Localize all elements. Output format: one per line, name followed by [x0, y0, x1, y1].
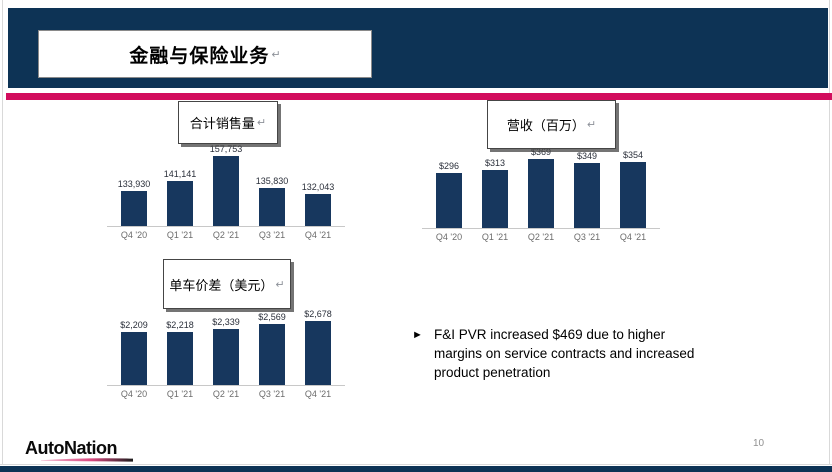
bar	[167, 332, 193, 385]
category-label: Q1 '21	[166, 230, 194, 240]
return-mark-icon: ↵	[586, 118, 597, 131]
bullet-triangle-icon: ►	[412, 329, 423, 341]
category-label: Q4 '20	[120, 230, 148, 240]
header-band: 金融与保险业务 ↵	[8, 8, 828, 88]
bar-value-label: $369	[530, 147, 552, 157]
category-label: Q3 '21	[258, 389, 286, 399]
autonation-logo: AutoNation	[25, 438, 145, 463]
bar	[574, 162, 600, 228]
bar-slot: $349	[564, 151, 610, 228]
category-label: Q4 '20	[435, 232, 463, 242]
bar-value-label: $2,678	[304, 309, 332, 319]
bar-slot: $2,569	[249, 312, 295, 385]
bar-slot: $313	[472, 157, 518, 228]
footer-hairline	[0, 464, 832, 465]
bar-slot: $296	[426, 161, 472, 228]
bar	[259, 188, 285, 226]
bar-value-label: 132,043	[301, 181, 335, 192]
category-label: Q4 '20	[120, 389, 148, 399]
return-mark-icon: ↵	[271, 47, 281, 61]
bar-value-label: $2,209	[120, 320, 148, 331]
bar-value-label: $349	[576, 150, 598, 161]
bar-slot: 132,043	[295, 182, 341, 226]
category-axis-pvr: Q4 '20 Q1 '21 Q2 '21 Q3 '21 Q4 '21	[107, 389, 345, 399]
bar	[482, 169, 508, 228]
category-label: Q1 '21	[481, 232, 509, 242]
bar-value-label: $296	[438, 160, 460, 171]
category-axis-revenue: Q4 '20 Q1 '21 Q2 '21 Q3 '21 Q4 '21	[422, 232, 660, 242]
chart-title-box-revenue: 营收（百万） ↵	[487, 100, 616, 149]
bar-value-label: $2,569	[258, 311, 286, 322]
header-title-box: 金融与保险业务 ↵	[38, 30, 372, 78]
chart-title-revenue: 营收（百万）	[506, 118, 585, 133]
chart-title-sales: 合计销售量	[189, 116, 255, 131]
chart-title-box-sales: 合计销售量 ↵	[178, 101, 278, 144]
category-label: Q3 '21	[258, 230, 286, 240]
page-title: 金融与保险业务	[129, 45, 270, 67]
bar	[121, 332, 147, 385]
bar	[436, 172, 462, 228]
bar-value-label: 141,141	[163, 168, 197, 179]
category-label: Q2 '21	[212, 389, 240, 399]
bar	[167, 180, 193, 226]
bar-value-label: 133,930	[117, 179, 151, 190]
bar	[528, 159, 554, 228]
bar-slot: $2,678	[295, 309, 341, 385]
category-label: Q1 '21	[166, 389, 194, 399]
logo-text: AutoNation	[25, 438, 117, 458]
bar	[305, 321, 331, 385]
return-mark-icon: ↵	[275, 277, 285, 291]
category-label: Q4 '21	[619, 232, 647, 242]
bar-group-revenue: $296 $313 $369 $349 $354	[422, 143, 660, 229]
bar-value-label: $2,339	[212, 317, 240, 328]
chart-title-pvr: 单车价差（美元）	[169, 277, 274, 293]
bar-slot: $354	[610, 150, 656, 228]
category-label: Q4 '21	[304, 230, 332, 240]
bar-slot: 135,830	[249, 176, 295, 226]
category-label: Q2 '21	[527, 232, 555, 242]
bar-slot: $369	[518, 147, 564, 228]
bar-value-label: 135,830	[255, 176, 289, 187]
bar-group-sales: 133,930 141,141 157,753 135,830 132,043	[107, 140, 345, 227]
category-label: Q4 '21	[304, 389, 332, 399]
accent-divider	[6, 93, 832, 100]
chart-pvr: $2,209 $2,218 $2,339 $2,569 $2,678 Q4 '20 Q1 …	[107, 305, 345, 399]
bar	[213, 156, 239, 226]
bar	[121, 191, 147, 226]
footer-band	[0, 466, 832, 472]
bar-value-label: $354	[622, 149, 644, 160]
bar-value-label: $313	[484, 157, 506, 168]
chart-title-box-pvr: 单车价差（美元） ↵	[163, 259, 291, 309]
category-label: Q3 '21	[573, 232, 601, 242]
chart-total-sales-volume: 133,930 141,141 157,753 135,830 132,043 Q4 '…	[107, 140, 345, 240]
page-border-right	[829, 0, 830, 465]
logo-swoosh-icon	[41, 458, 133, 462]
bar-group-pvr: $2,209 $2,218 $2,339 $2,569 $2,678	[107, 305, 345, 386]
bar-slot: 133,930	[111, 179, 157, 226]
bar-slot: $2,209	[111, 320, 157, 385]
category-axis-sales: Q4 '20 Q1 '21 Q2 '21 Q3 '21 Q4 '21	[107, 230, 345, 240]
page-number: 10	[753, 438, 765, 449]
page-border-left	[2, 0, 3, 465]
bar-value-label: 157,753	[209, 144, 243, 155]
bar	[213, 329, 239, 385]
bar-value-label: $2,218	[166, 320, 194, 330]
bar-slot: 157,753	[203, 144, 249, 226]
bar	[305, 193, 331, 226]
bullet-text: F&I PVR increased $469 due to higher mar…	[434, 327, 695, 380]
bar-slot: $2,339	[203, 317, 249, 385]
bar-slot: 141,141	[157, 169, 203, 226]
bar	[259, 323, 285, 385]
bar-slot: $2,218	[157, 320, 203, 385]
category-label: Q2 '21	[212, 230, 240, 240]
bar	[620, 161, 646, 228]
chart-revenue: $296 $313 $369 $349 $354 Q4 '20 Q1 '21 Q2 '21 Q…	[422, 143, 660, 242]
return-mark-icon: ↵	[256, 116, 267, 129]
